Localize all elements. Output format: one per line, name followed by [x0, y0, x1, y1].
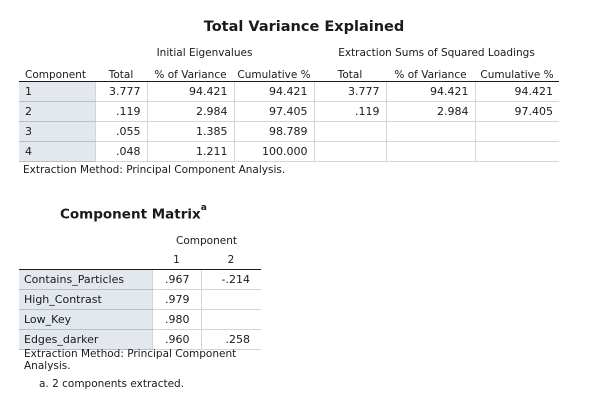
table-row: Low_Key .980	[19, 309, 261, 330]
table-cell	[385, 141, 475, 162]
component-matrix-title-text: Component Matrix	[60, 206, 201, 223]
group-header-extraction-sums: Extraction Sums of Squared Loadings	[338, 46, 535, 59]
table-cell: .119	[94, 101, 147, 122]
column-header: % of Variance	[147, 62, 234, 82]
table-cell: 97.405	[233, 101, 314, 122]
table-cell: 2.984	[146, 101, 234, 122]
column-header-row: Component Total % of Variance Cumulative…	[19, 62, 559, 82]
table-cell: 2.984	[385, 101, 475, 122]
row-label: 1	[19, 81, 95, 102]
title-superscript: a	[200, 203, 207, 213]
table-cell: 1.385	[146, 121, 234, 142]
table-cell: -.214	[200, 269, 261, 290]
table-cell	[200, 309, 261, 330]
row-label: Low_Key	[19, 309, 152, 330]
total-variance-table: Initial Eigenvalues Extraction Sums of S…	[19, 43, 559, 177]
row-label: Contains_Particles	[19, 269, 152, 290]
table-cell	[313, 121, 386, 142]
table-cell: 97.405	[474, 101, 559, 122]
group-header-initial-eigenvalues: Initial Eigenvalues	[156, 46, 253, 59]
column-header: Cumulative %	[234, 62, 314, 82]
table-cell: .980	[151, 309, 201, 330]
column-header: Total	[95, 62, 147, 82]
variance-table-footnote: Extraction Method: Principal Component A…	[23, 163, 286, 176]
table-cell: 100.000	[233, 141, 314, 162]
table-cell: .960	[151, 329, 201, 350]
component-matrix-title: Component Matrixa	[60, 203, 207, 223]
table-cell: .979	[151, 289, 201, 310]
table-cell: 3.777	[94, 81, 147, 102]
table-row: Contains_Particles .967 -.214	[19, 269, 261, 290]
table-row: 3 .055 1.385 98.789	[19, 121, 559, 142]
component-matrix-table: Component 1 2 Contains_Particles .967 -.…	[19, 231, 261, 350]
table-row: 2 .119 2.984 97.405 .119 2.984 97.405	[19, 101, 559, 122]
column-header-row: 1 2	[19, 250, 261, 270]
table-cell: 3.777	[313, 81, 386, 102]
column-header: Cumulative %	[475, 62, 559, 82]
component-matrix-note: a. 2 components extracted.	[39, 378, 185, 390]
group-header-component: Component	[176, 234, 237, 247]
table-cell	[474, 121, 559, 142]
table-cell: 94.421	[233, 81, 314, 102]
table-cell: .055	[94, 121, 147, 142]
table-row: High_Contrast .979	[19, 289, 261, 310]
table-cell	[200, 289, 261, 310]
table-row: 1 3.777 94.421 94.421 3.777 94.421 94.42…	[19, 81, 559, 102]
column-header: 2	[201, 250, 261, 270]
table-cell	[385, 121, 475, 142]
table-cell: 94.421	[474, 81, 559, 102]
table-cell: 94.421	[146, 81, 234, 102]
table-row: 4 .048 1.211 100.000	[19, 141, 559, 162]
table-row: Edges_darker .960 .258	[19, 329, 261, 350]
row-label: 2	[19, 101, 95, 122]
column-header: Total	[314, 62, 386, 82]
table-cell	[474, 141, 559, 162]
variance-table-title: Total Variance Explained	[203, 19, 405, 35]
table-cell: 94.421	[385, 81, 475, 102]
table-cell: 1.211	[146, 141, 234, 162]
table-cell: .967	[151, 269, 201, 290]
table-cell: .048	[94, 141, 147, 162]
table-cell: .119	[313, 101, 386, 122]
table-cell	[313, 141, 386, 162]
table-cell: .258	[200, 329, 261, 350]
row-label: 4	[19, 141, 95, 162]
column-header: Component	[19, 62, 95, 82]
column-header: 1	[152, 250, 201, 270]
table-cell: 98.789	[233, 121, 314, 142]
component-matrix-footnote: Extraction Method: Principal Component A…	[24, 348, 237, 372]
row-label: 3	[19, 121, 95, 142]
column-header: % of Variance	[386, 62, 475, 82]
row-label: High_Contrast	[19, 289, 152, 310]
row-label: Edges_darker	[19, 329, 152, 350]
